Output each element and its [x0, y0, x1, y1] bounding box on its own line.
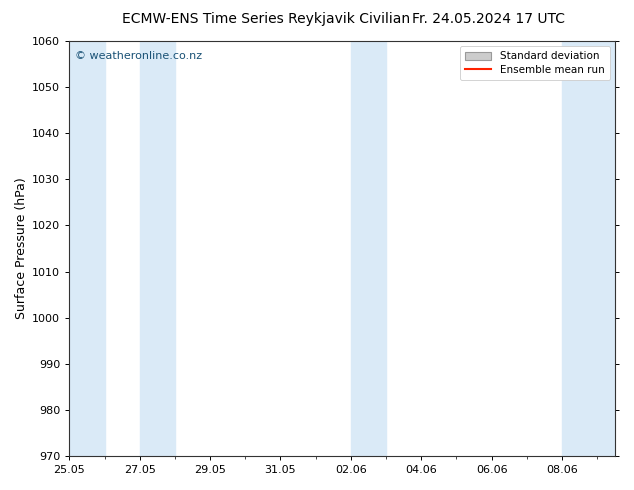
Bar	[69, 41, 105, 456]
Text: © weatheronline.co.nz: © weatheronline.co.nz	[75, 51, 202, 61]
Bar	[562, 41, 615, 456]
Bar	[139, 41, 175, 456]
Text: ECMW-ENS Time Series Reykjavik Civilian: ECMW-ENS Time Series Reykjavik Civilian	[122, 12, 410, 26]
Legend: Standard deviation, Ensemble mean run: Standard deviation, Ensemble mean run	[460, 46, 610, 80]
Text: Fr. 24.05.2024 17 UTC: Fr. 24.05.2024 17 UTC	[411, 12, 565, 26]
Bar	[351, 41, 386, 456]
Y-axis label: Surface Pressure (hPa): Surface Pressure (hPa)	[15, 178, 28, 319]
